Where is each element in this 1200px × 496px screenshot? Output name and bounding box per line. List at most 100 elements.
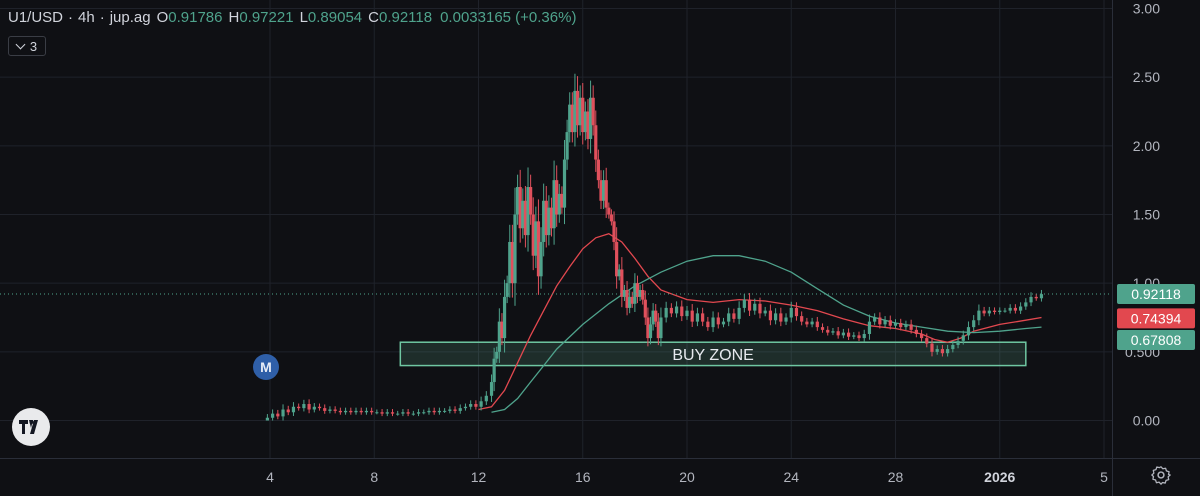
indicators-count: 3 — [29, 38, 38, 54]
candle — [1008, 304, 1012, 314]
candle — [620, 257, 624, 308]
indicators-toggle-button[interactable]: 3 — [8, 36, 46, 56]
candle-body — [1024, 302, 1028, 307]
candle-body — [1019, 306, 1023, 311]
interval-label[interactable]: 4h — [78, 8, 95, 26]
candle — [878, 312, 882, 329]
candle — [893, 319, 898, 329]
candle — [1013, 304, 1017, 314]
candle-body — [641, 290, 645, 300]
candle — [497, 308, 501, 363]
event-marker[interactable]: M — [253, 354, 279, 380]
candle — [291, 402, 296, 416]
candle-body — [638, 290, 642, 297]
candle-body — [586, 111, 590, 139]
candle — [721, 317, 726, 328]
candle — [596, 149, 600, 189]
candle — [628, 290, 632, 314]
candle-body — [271, 413, 275, 418]
candle-body — [385, 412, 389, 414]
close-key: C — [368, 8, 379, 26]
candle-body — [862, 333, 866, 339]
candle-body — [805, 321, 809, 325]
candle — [753, 298, 757, 315]
high-key: H — [228, 8, 240, 26]
candle-body — [617, 269, 621, 277]
candle — [547, 195, 551, 246]
candle-body — [1013, 307, 1017, 311]
candle — [794, 302, 799, 321]
candle — [651, 303, 655, 331]
candle-body — [867, 321, 872, 334]
candle-body — [599, 180, 603, 201]
candle — [552, 160, 556, 245]
x-tick-label: 4 — [266, 469, 274, 485]
candle-body — [359, 410, 363, 413]
ma_slow-price-tag: 0.67808 — [1117, 329, 1195, 350]
candle-body — [333, 409, 337, 411]
x-tick-label: 12 — [471, 469, 487, 485]
candle-body — [555, 180, 559, 215]
candle-body — [669, 307, 673, 314]
candle-body — [281, 409, 285, 417]
candle-body — [526, 187, 530, 236]
candle — [276, 409, 280, 420]
candle — [317, 403, 322, 411]
candle — [432, 407, 436, 415]
candle-body — [747, 299, 752, 311]
candle-body — [763, 310, 767, 314]
candle — [265, 414, 269, 421]
settings-gear-icon[interactable] — [1150, 464, 1172, 486]
candle — [646, 307, 650, 347]
tradingview-logo-icon[interactable] — [12, 408, 50, 446]
moving-averages — [478, 232, 1042, 413]
candle — [401, 409, 405, 417]
candle-body — [1039, 294, 1044, 299]
candle-body — [581, 97, 585, 133]
candle-body — [852, 335, 856, 337]
candle — [930, 337, 934, 357]
candle-body — [573, 90, 577, 133]
candle — [307, 399, 311, 414]
candle — [873, 313, 877, 325]
candle — [1019, 302, 1023, 314]
candle-body — [513, 214, 517, 284]
candle-body — [982, 310, 986, 314]
candle — [867, 314, 872, 340]
candle — [591, 85, 595, 136]
y-tick-label: 1.50 — [1133, 207, 1160, 223]
candle-body — [544, 200, 548, 236]
candle — [570, 92, 574, 143]
candle — [437, 407, 442, 415]
candle — [617, 264, 621, 281]
candle-body — [711, 317, 715, 328]
open-value: 0.91786 — [168, 8, 223, 26]
candle-body — [364, 410, 369, 413]
candle — [635, 275, 640, 304]
candle-body — [495, 351, 499, 359]
candle — [281, 404, 285, 421]
candle-body — [1008, 307, 1012, 311]
candle — [633, 273, 637, 313]
symbol-name[interactable]: U1/USD — [8, 8, 64, 26]
candle — [354, 407, 358, 415]
candle — [375, 409, 379, 415]
candle — [539, 227, 543, 289]
candle-body — [664, 307, 668, 318]
candle — [643, 290, 647, 325]
candle — [427, 407, 431, 415]
candle-body — [416, 412, 421, 414]
last-price-tag: 0.92118 — [1117, 283, 1195, 304]
candle-body — [583, 111, 587, 133]
candle-body — [534, 221, 538, 256]
candle — [338, 407, 342, 415]
candle — [526, 167, 530, 252]
x-tick-label: 2026 — [984, 469, 1015, 485]
candle-body — [396, 413, 400, 415]
candle — [416, 409, 421, 417]
candle-body — [492, 358, 496, 383]
candle-body — [946, 349, 950, 354]
candle — [966, 321, 971, 340]
candle-body — [531, 214, 535, 256]
